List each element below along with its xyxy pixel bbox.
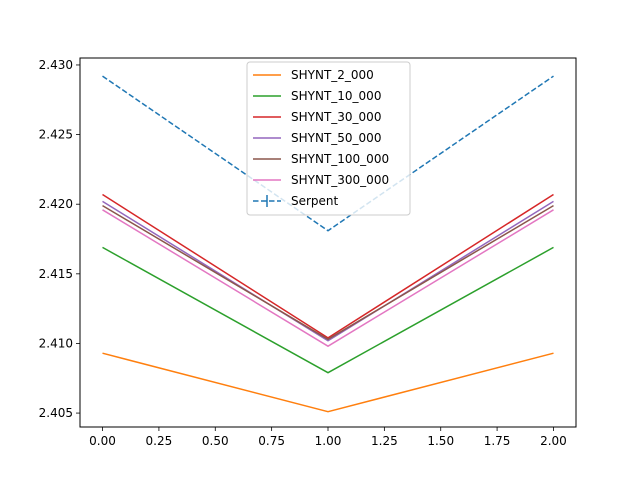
y-axis: 2.405 2.410 2.415 2.420 2.425 2.430 xyxy=(39,58,80,420)
x-tick-label: 1.75 xyxy=(484,434,511,448)
x-tick-label: 1.00 xyxy=(315,434,342,448)
x-tick-label: 0.50 xyxy=(202,434,229,448)
series-line-0 xyxy=(102,352,554,413)
plot-lines xyxy=(102,75,554,413)
series-line-6 xyxy=(102,75,554,232)
series-line-2 xyxy=(102,193,554,339)
x-tick-label: 2.00 xyxy=(540,434,567,448)
x-tick-label: 0.00 xyxy=(89,434,116,448)
y-tick-label: 2.430 xyxy=(39,58,73,72)
x-tick-label: 0.25 xyxy=(146,434,173,448)
legend-label-2: SHYNT_30_000 xyxy=(291,110,381,124)
y-tick-label: 2.410 xyxy=(39,336,73,350)
legend-label-5: SHYNT_300_000 xyxy=(291,173,389,187)
x-tick-label: 1.50 xyxy=(427,434,454,448)
series-line-4 xyxy=(102,204,554,341)
legend-label-4: SHYNT_100_000 xyxy=(291,152,389,166)
series-line-3 xyxy=(102,200,554,342)
y-tick-label: 2.415 xyxy=(39,267,73,281)
series-line-1 xyxy=(102,246,554,374)
x-tick-label: 1.25 xyxy=(371,434,398,448)
legend-label-1: SHYNT_10_000 xyxy=(291,89,381,103)
legend-label-3: SHYNT_50_000 xyxy=(291,131,381,145)
y-tick-label: 2.420 xyxy=(39,197,73,211)
legend: SHYNT_2_000 SHYNT_10_000 SHYNT_30_000 SHYNT… xyxy=(246,61,411,216)
x-axis: 0.00 0.25 0.50 0.75 1.00 1.25 1.50 1.75 2.00 xyxy=(89,427,567,448)
legend-label-6: Serpent xyxy=(291,194,339,208)
series-line-5 xyxy=(102,209,554,347)
legend-box xyxy=(246,61,411,216)
legend-label-0: SHYNT_2_000 xyxy=(291,68,374,82)
y-tick-label: 2.425 xyxy=(39,128,73,142)
y-tick-label: 2.405 xyxy=(39,406,73,420)
x-tick-label: 0.75 xyxy=(258,434,285,448)
